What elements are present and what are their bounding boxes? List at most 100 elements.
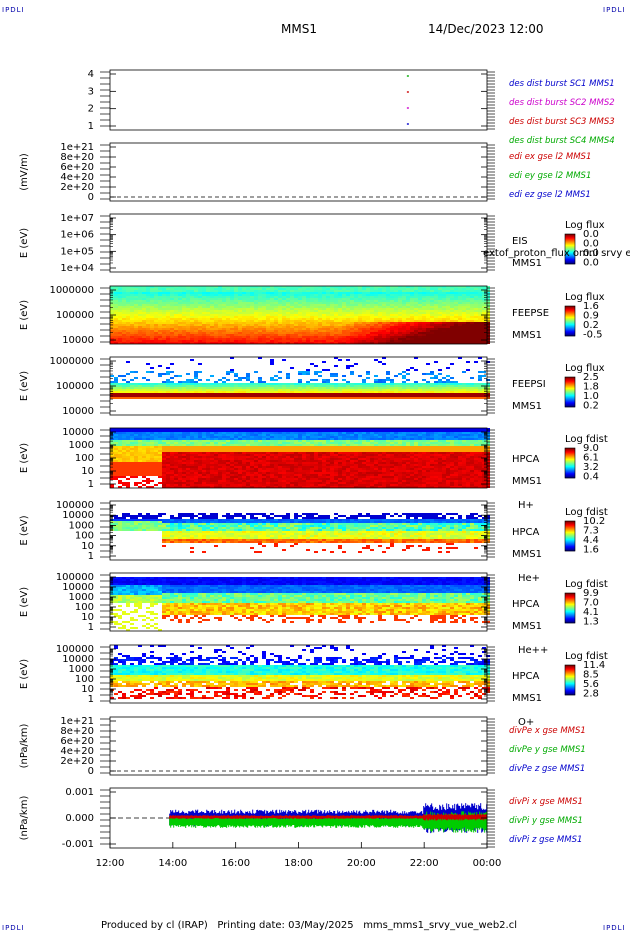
y-tick-label: 1 (88, 121, 94, 132)
spectrogram-cell (230, 395, 234, 397)
spectrogram-cell (230, 357, 234, 359)
spectrogram-cell (238, 306, 242, 308)
spectrogram-cell (118, 468, 122, 470)
spectrogram-cell (134, 340, 138, 342)
spectrogram-cell (290, 286, 294, 288)
spectrogram-cell (282, 336, 286, 338)
spectrogram-cell (182, 476, 186, 478)
spectrogram-cell (298, 393, 302, 395)
spectrogram-cell (290, 310, 294, 312)
spectrogram-cell (354, 310, 358, 312)
spectrogram-cell (222, 294, 226, 296)
spectrogram-cell (230, 314, 234, 316)
spectrogram-cell (326, 298, 330, 300)
spectrogram-cell (162, 312, 166, 314)
spectrogram-cell (310, 298, 314, 300)
y-tick-label: 0 (88, 192, 94, 203)
spectrogram-cell (282, 294, 286, 296)
spectrogram-cell (186, 395, 190, 397)
spectrogram-cell (202, 438, 206, 440)
spectrogram-cell (182, 482, 186, 484)
spectrogram-cell (138, 460, 142, 462)
spectrogram-cell (210, 480, 214, 482)
spectrogram-cell (230, 371, 234, 373)
spectrogram-cell (398, 320, 402, 322)
spectrogram-cell (190, 476, 194, 478)
spectrogram-cell (414, 385, 418, 387)
spectrogram-cell (186, 480, 190, 482)
spectrogram-cell (166, 486, 170, 488)
spectrogram-cell (118, 375, 122, 377)
spectrogram-cell (462, 328, 466, 330)
spectrogram-cell (458, 306, 462, 308)
spectrogram-cell (302, 385, 306, 387)
spectrogram-cell (230, 300, 234, 302)
spectrogram-cell (182, 314, 186, 316)
spectrogram-cell (314, 296, 318, 298)
spectrogram-cell (422, 336, 426, 338)
spectrogram-cell (446, 387, 450, 389)
spectrogram-cell (174, 383, 178, 385)
spectrogram-cell (122, 340, 126, 342)
spectrogram-cell (294, 383, 298, 385)
spectrogram-cell (182, 312, 186, 314)
spectrogram-cell (286, 286, 290, 288)
spectrogram-cell (270, 379, 274, 381)
spectrogram-cell (326, 397, 330, 399)
spectrogram-cell (374, 312, 378, 314)
spectrogram-cell (166, 478, 170, 480)
spectrogram-cell (130, 434, 134, 436)
spectrogram-cell (442, 304, 446, 306)
spectrogram-cell (246, 377, 250, 379)
colorbar-swatch (565, 237, 575, 239)
spectrogram-cell (154, 389, 158, 391)
spectrogram-cell (446, 332, 450, 334)
spectrogram-cell (446, 367, 450, 369)
spectrogram-cell (270, 336, 274, 338)
spectrogram-cell (190, 395, 194, 397)
spectrogram-cell (194, 342, 198, 344)
spectrogram-cell (218, 292, 222, 294)
spectrogram-cell (310, 389, 314, 391)
spectrogram-cell (178, 304, 182, 306)
spectrogram-cell (122, 292, 126, 294)
spectrogram-cell (158, 466, 162, 468)
spectrogram-cell (162, 430, 166, 432)
spectrogram-cell (126, 454, 130, 456)
spectrogram-cell (478, 336, 482, 338)
spectrogram-cell (242, 290, 246, 292)
spectrogram-cell (462, 330, 466, 332)
spectrogram-cell (362, 336, 366, 338)
spectrogram-cell (482, 312, 486, 314)
spectrogram-cell (378, 286, 382, 288)
spectrogram-cell (346, 320, 350, 322)
spectrogram-cell (382, 286, 386, 288)
spectrogram-cell (430, 332, 434, 334)
spectrogram-cell (338, 395, 342, 397)
spectrogram-cell (338, 310, 342, 312)
spectrogram-cell (234, 375, 238, 377)
spectrogram-cell (438, 324, 442, 326)
spectrogram-cell (118, 310, 122, 312)
spectrogram-cell (186, 385, 190, 387)
spectrogram-cell (350, 298, 354, 300)
spectrogram-cell (294, 340, 298, 342)
spectrogram-cell (126, 304, 130, 306)
spectrogram-cell (234, 330, 238, 332)
colorbar-swatch (565, 239, 575, 241)
spectrogram-cell (270, 308, 274, 310)
spectrogram-cell (430, 330, 434, 332)
spectrogram-cell (134, 330, 138, 332)
spectrogram-cell (346, 314, 350, 316)
spectrogram-cell (270, 385, 274, 387)
spectrogram-cell (418, 383, 422, 385)
spectrogram-cell (266, 387, 270, 389)
spectrogram-cell (174, 478, 178, 480)
spectrogram-cell (298, 288, 302, 290)
colorbar-swatch (565, 405, 575, 407)
spectrogram-cell (130, 318, 134, 320)
spectrogram-cell (334, 397, 338, 399)
spectrogram-cell (450, 298, 454, 300)
spectrogram-cell (270, 395, 274, 397)
spectrogram-cell (166, 484, 170, 486)
